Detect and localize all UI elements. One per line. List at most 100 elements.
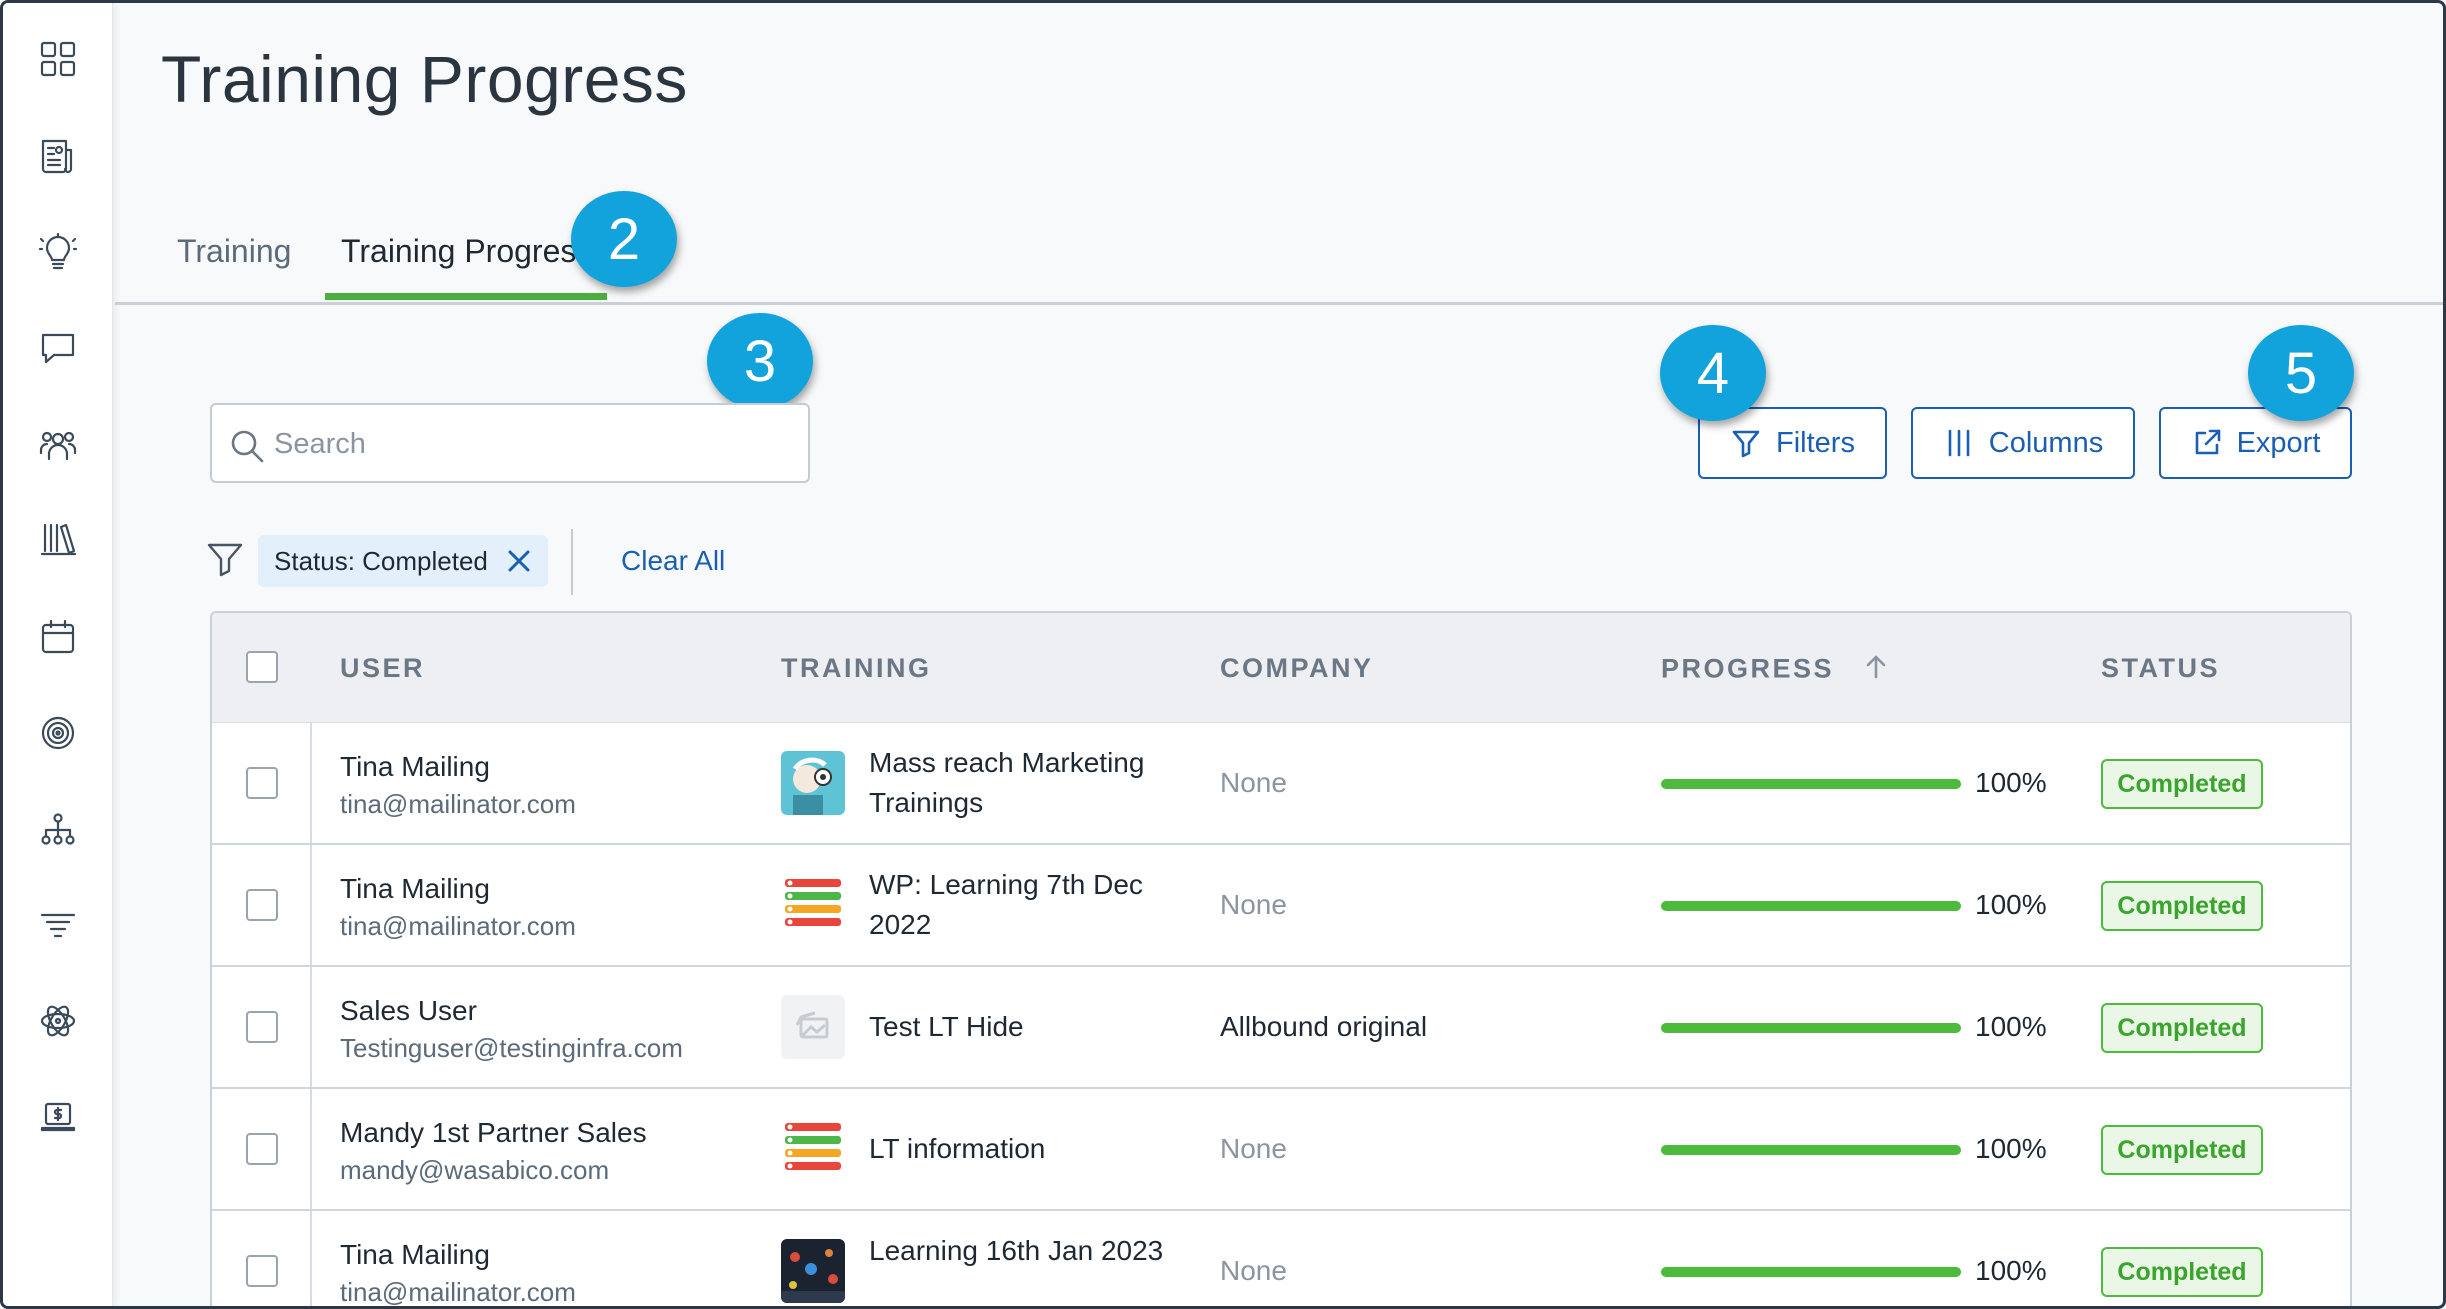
select-all-checkbox[interactable] <box>246 651 278 683</box>
filter-chip-label: Status: Completed <box>274 545 488 576</box>
progress-bar <box>1661 901 1961 911</box>
user-name: Mandy 1st Partner Sales <box>340 1117 647 1148</box>
lightbulb-icon[interactable] <box>34 229 82 277</box>
user-email: Testinguser@testinginfra.com <box>340 1033 683 1063</box>
filter-icon <box>205 539 245 579</box>
progress-bar <box>1661 1145 1961 1155</box>
company-name: None <box>1220 889 1287 920</box>
progress-bar <box>1661 1267 1961 1277</box>
user-email: tina@mailinator.com <box>340 1277 576 1307</box>
library-icon[interactable] <box>34 515 82 563</box>
status-badge: Completed <box>2101 1125 2263 1175</box>
column-header-company[interactable]: COMPANY <box>1220 653 1374 683</box>
laptop-dollar-icon[interactable] <box>34 1093 82 1141</box>
status-badge: Completed <box>2101 881 2263 931</box>
external-link-icon <box>2195 429 2220 455</box>
remove-filter-icon[interactable] <box>504 546 534 576</box>
active-tab-indicator <box>325 293 607 300</box>
column-header-user[interactable]: USER <box>340 653 426 683</box>
sidebar <box>3 3 113 1306</box>
table-row[interactable]: Mandy 1st Partner Sales mandy@wasabico.c… <box>212 1089 2350 1211</box>
search-icon <box>231 430 264 463</box>
progress-percent: 100% <box>1975 767 2047 798</box>
user-email: mandy@wasabico.com <box>340 1155 610 1185</box>
progress-percent: 100% <box>1975 1255 2047 1286</box>
tab-training-progress[interactable]: Training Progress <box>341 233 593 269</box>
table-header: USER TRAINING COMPANY PROGRESS STATUS <box>212 613 2350 723</box>
progress-percent: 100% <box>1975 1133 2047 1164</box>
news-icon[interactable] <box>34 132 82 180</box>
row-checkbox[interactable] <box>246 767 278 799</box>
progress-bar <box>1661 779 1961 789</box>
filter-lines-icon[interactable] <box>34 901 82 949</box>
training-thumbnail <box>781 1117 845 1181</box>
progress-bar-fill <box>1661 779 1961 789</box>
progress-bar-fill <box>1661 1145 1961 1155</box>
column-header-progress[interactable]: PROGRESS <box>1661 653 1890 688</box>
row-checkbox[interactable] <box>246 1255 278 1287</box>
training-name[interactable]: Mass reach Marketing Trainings <box>869 747 1145 818</box>
column-header-progress-label: PROGRESS <box>1661 653 1835 684</box>
filter-funnel-icon <box>1732 430 1760 458</box>
table-row[interactable]: Sales User Testinguser@testinginfra.com … <box>212 967 2350 1089</box>
chat-bubble-icon[interactable] <box>34 325 82 373</box>
target-icon[interactable] <box>34 709 82 757</box>
search-box <box>210 403 810 483</box>
callout-badge-2: 2 <box>571 191 677 287</box>
column-header-status[interactable]: STATUS <box>2101 653 2220 683</box>
training-name[interactable]: Learning 16th Jan 2023 <box>869 1235 1164 1266</box>
progress-bar-fill <box>1661 1023 1961 1033</box>
tab-training[interactable]: Training <box>177 233 292 269</box>
status-badge: Completed <box>2101 1003 2263 1053</box>
progress-percent: 100% <box>1975 889 2047 920</box>
training-thumbnail <box>781 1239 845 1303</box>
filters-button[interactable]: Filters <box>1698 407 1887 479</box>
training-name[interactable]: Test LT Hide <box>869 1011 1024 1042</box>
user-email: tina@mailinator.com <box>340 911 576 941</box>
progress-bar <box>1661 1023 1961 1033</box>
user-email: tina@mailinator.com <box>340 789 576 819</box>
company-name: Allbound original <box>1220 1011 1428 1042</box>
clear-all-link[interactable]: Clear All <box>621 545 726 576</box>
filter-chip-status: Status: Completed <box>258 535 548 587</box>
table-row[interactable]: Tina Mailing tina@mailinator.com Learnin… <box>212 1211 2350 1307</box>
calendar-icon[interactable] <box>34 613 82 661</box>
page-title: Training Progress <box>161 42 688 116</box>
table-row[interactable]: Tina Mailing tina@mailinator.com WP: Lea… <box>212 845 2350 967</box>
team-icon[interactable] <box>34 421 82 469</box>
training-progress-table: USER TRAINING COMPANY PROGRESS STATUS Ti… <box>210 611 2352 1307</box>
sort-ascending-arrow-icon[interactable] <box>1862 653 1890 688</box>
user-name: Sales User <box>340 995 477 1026</box>
search-input[interactable] <box>274 415 794 473</box>
row-checkbox[interactable] <box>246 1133 278 1165</box>
training-name[interactable]: LT information <box>869 1133 1046 1164</box>
columns-button[interactable]: Columns <box>1911 407 2135 479</box>
training-thumbnail <box>781 873 845 937</box>
org-chart-icon[interactable] <box>34 806 82 854</box>
callout-badge-3: 4 <box>1660 325 1766 421</box>
row-checkbox[interactable] <box>246 889 278 921</box>
progress-percent: 100% <box>1975 1011 2047 1042</box>
row-checkbox[interactable] <box>246 1011 278 1043</box>
status-badge: Completed <box>2101 759 2263 809</box>
training-name[interactable]: WP: Learning 7th Dec 2022 <box>869 869 1143 940</box>
status-badge: Completed <box>2101 1247 2263 1297</box>
callout-badge-5: 5 <box>2248 325 2354 421</box>
filters-button-label: Filters <box>1776 426 1855 459</box>
columns-icon <box>1948 429 1970 457</box>
tab-bar: Training Training Progress <box>115 213 2443 305</box>
progress-bar-fill <box>1661 901 1961 911</box>
table-row[interactable]: Tina Mailing tina@mailinator.com Mass re… <box>212 723 2350 845</box>
columns-button-label: Columns <box>1988 426 2104 459</box>
user-name: Tina Mailing <box>340 1239 490 1270</box>
atom-icon[interactable] <box>34 997 82 1045</box>
dashboard-grid-icon[interactable] <box>34 35 82 83</box>
checkbox-column-divider <box>310 613 312 1306</box>
column-header-training[interactable]: TRAINING <box>781 653 932 683</box>
export-button-label: Export <box>2236 426 2321 459</box>
export-button[interactable]: Export <box>2159 407 2352 479</box>
company-name: None <box>1220 767 1287 798</box>
training-thumbnail <box>781 751 845 815</box>
user-name: Tina Mailing <box>340 873 490 904</box>
filter-divider <box>571 529 573 595</box>
